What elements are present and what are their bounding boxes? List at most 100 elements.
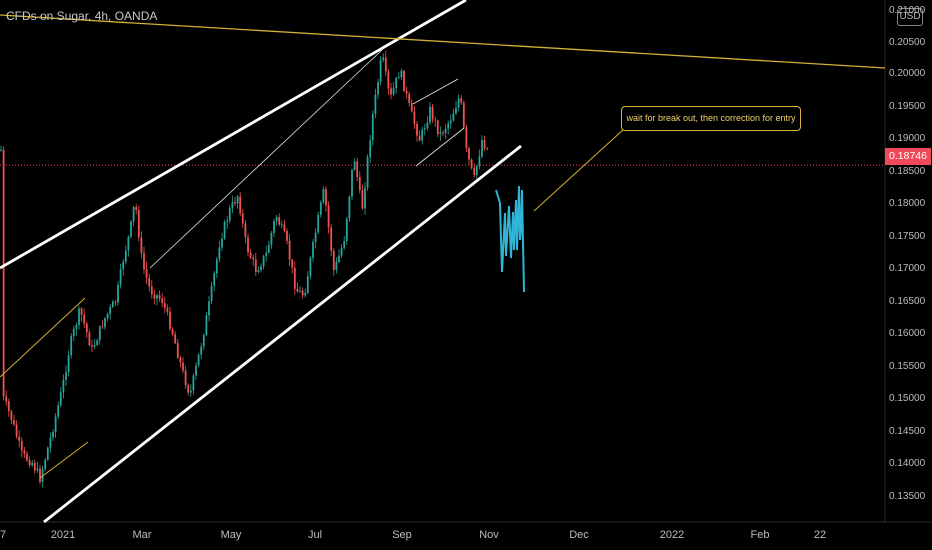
candle-body (353, 161, 356, 170)
candle-body (470, 159, 473, 168)
candle-body (304, 292, 307, 296)
candle-body (254, 259, 257, 273)
candle-body (460, 98, 463, 103)
candle-body (395, 77, 398, 89)
channel-upper-line (0, 0, 467, 270)
candle-body (475, 166, 478, 175)
candle-body (104, 318, 106, 328)
candle-body (184, 370, 187, 386)
candle-body (192, 375, 195, 391)
candle-body (119, 269, 122, 285)
candle-body (179, 357, 182, 363)
candle-body (312, 241, 314, 258)
time-axis-label: 2021 (50, 529, 76, 541)
candle-body (293, 267, 296, 289)
candle-body (33, 462, 36, 471)
candle-body (421, 129, 424, 141)
candle-body (49, 437, 52, 448)
candle-body (96, 340, 99, 346)
candle-body (140, 237, 143, 253)
candle-body (0, 149, 2, 151)
candle-body (288, 240, 291, 260)
candle-body (296, 288, 299, 292)
candle-body (174, 334, 177, 344)
candle-body (306, 276, 309, 293)
candle-body (234, 202, 236, 204)
candle-body (156, 295, 158, 299)
candle-body (449, 120, 452, 124)
time-axis-label: Nov (479, 529, 499, 541)
candle-body (215, 259, 218, 274)
candle-body (52, 432, 54, 438)
candle-body (278, 217, 281, 225)
candle-body (299, 290, 301, 292)
candle-body (260, 266, 262, 271)
candle-body (169, 311, 171, 329)
candle-body (442, 132, 444, 134)
candle-body (70, 336, 73, 356)
candle-body (150, 286, 153, 295)
candle-body (247, 237, 249, 253)
candle-body (213, 273, 216, 286)
candle-body (239, 196, 242, 214)
candle-body (286, 231, 288, 241)
candle-body (148, 277, 151, 287)
candle-body (59, 392, 62, 406)
candle-body (189, 390, 192, 393)
note-annotation[interactable]: wait for break out, then correction for … (621, 106, 801, 131)
candle-body (145, 268, 148, 278)
candle-body (457, 98, 460, 108)
candle-body (371, 113, 374, 141)
candle-body (176, 343, 179, 358)
price-axis-label: 0.15500 (889, 361, 926, 372)
long-resistance-line (0, 14, 886, 69)
candle-body (15, 424, 18, 437)
candle-body (158, 295, 161, 299)
candle-body (210, 285, 213, 302)
candle-body (88, 332, 91, 346)
candle-body (423, 128, 426, 130)
candle-body (405, 90, 408, 94)
candle-body (28, 460, 31, 466)
candle-body (483, 140, 486, 149)
candle-body (452, 113, 455, 121)
time-axis-label: Dec (569, 529, 589, 541)
candle-body (130, 221, 132, 237)
candle-body (390, 88, 392, 95)
candle-body (291, 259, 294, 268)
time-axis-label: Mar (132, 529, 152, 541)
candle-body (356, 161, 359, 177)
price-axis-label: 0.20000 (889, 68, 926, 79)
candle-body (72, 328, 75, 337)
candle-body (335, 261, 338, 271)
candle-body (330, 227, 333, 251)
candle-body (366, 156, 369, 188)
candle-body (301, 290, 304, 296)
candle-body (267, 244, 270, 253)
candle-body (36, 468, 39, 471)
candle-body (270, 233, 273, 245)
candle-body (109, 306, 112, 314)
candle-body (400, 70, 403, 78)
candle-body (364, 187, 366, 209)
candle-body (106, 313, 109, 319)
flag-lower-line (415, 127, 465, 167)
projection-path (495, 185, 525, 293)
candle-body (91, 345, 93, 347)
price-axis-label: 0.14500 (889, 426, 926, 437)
candle-body (434, 119, 437, 121)
time-axis-label: 2022 (659, 529, 685, 541)
candle-body (137, 210, 140, 238)
candle-body (447, 123, 450, 129)
candle-body (221, 238, 223, 248)
candle-body (257, 270, 260, 273)
candle-body (413, 111, 416, 124)
currency-button[interactable]: USD (897, 8, 923, 26)
candle-body (163, 303, 166, 308)
candle-body (31, 462, 34, 466)
candle-body (273, 221, 275, 234)
candle-body (46, 447, 49, 460)
candle-body (236, 196, 239, 204)
